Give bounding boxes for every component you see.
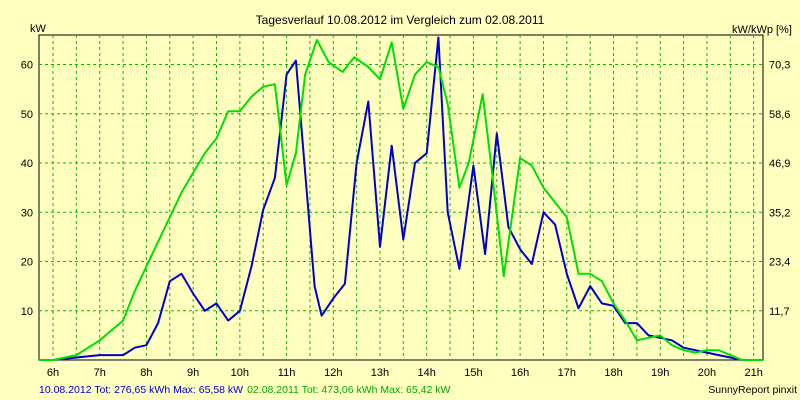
- x-tick-label: 12h: [324, 367, 342, 379]
- footer-brand: SunnyReport pinxit: [708, 384, 797, 396]
- series-line-2: [39, 38, 763, 361]
- y-tick-label: 40: [21, 158, 33, 170]
- tick-labels: 10 11,7 20 23,4 30 35,2 40 46,9 50 58,6 60 70,3 6h 7h…: [21, 60, 791, 379]
- x-tick-label: 19h: [651, 367, 669, 379]
- grid: [39, 35, 763, 360]
- x-tick-label: 21h: [744, 367, 762, 379]
- x-tick-label: 16h: [511, 367, 529, 379]
- x-tick-label: 17h: [558, 367, 576, 379]
- y-tick-label: 30: [21, 207, 33, 219]
- y-right-tick-label: 35,2: [769, 207, 790, 219]
- footer-summary: 10.08.2012 Tot: 276,65 kWh Max: 65,58 kW…: [39, 384, 450, 396]
- x-tick-label: 20h: [698, 367, 716, 379]
- y-right-tick-label: 70,3: [769, 60, 790, 72]
- x-tick-label: 11h: [278, 367, 296, 379]
- x-tick-label: 15h: [464, 367, 482, 379]
- y-right-tick-label: 11,7: [769, 306, 790, 318]
- series-layer: [39, 36, 763, 361]
- y-right-axis-label: kW/kWp [%]: [732, 24, 792, 36]
- footer-series-2-summary: 02.08.2011 Tot: 473,06 kWh Max: 65,42 kW: [247, 384, 450, 396]
- x-tick-label: 7h: [94, 367, 106, 379]
- footer-series-1-summary: 10.08.2012 Tot: 276,65 kWh Max: 65,58 kW: [39, 384, 243, 396]
- y-right-tick-label: 58,6: [769, 109, 790, 121]
- y-right-tick-label: 46,9: [769, 158, 790, 170]
- series-line-1: [39, 36, 763, 361]
- y-right-tick-label: 23,4: [769, 257, 790, 269]
- x-tick-label: 18h: [604, 367, 622, 379]
- x-tick-label: 6h: [47, 367, 59, 379]
- x-tick-label: 10h: [231, 367, 249, 379]
- x-tick-label: 13h: [371, 367, 389, 379]
- y-tick-label: 60: [21, 60, 33, 72]
- chart-title: Tagesverlauf 10.08.2012 im Vergleich zum…: [256, 13, 545, 27]
- y-tick-label: 10: [21, 306, 33, 318]
- y-tick-label: 20: [21, 257, 33, 269]
- x-tick-label: 9h: [187, 367, 199, 379]
- x-tick-label: 14h: [418, 367, 436, 379]
- x-tick-label: 8h: [140, 367, 152, 379]
- y-left-axis-label: kW: [30, 23, 47, 35]
- plot-area: [38, 34, 764, 361]
- y-tick-label: 50: [21, 109, 33, 121]
